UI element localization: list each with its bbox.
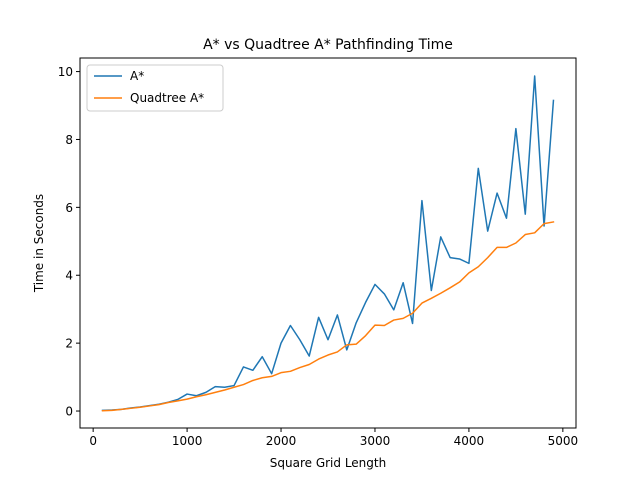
series-line-quadtree-a-star — [101, 221, 555, 412]
plot-area-background — [80, 58, 576, 428]
legend-label-quadtree-a-star: Quadtree A* — [130, 91, 204, 105]
x-axis: 0 1000 2000 3000 4000 5000 — [89, 428, 578, 448]
y-tick-label: 2 — [65, 337, 73, 351]
x-tick-label: 5000 — [548, 434, 579, 448]
plot-area-frame — [79, 57, 577, 429]
series-line-a-star — [101, 75, 555, 412]
y-tick-label: 6 — [65, 201, 73, 215]
y-tick-label: 4 — [65, 269, 73, 283]
legend-label-a-star: A* — [130, 69, 144, 83]
x-axis-label: Square Grid Length — [270, 456, 386, 470]
y-tick-label: 10 — [58, 65, 73, 79]
y-axis-label: Time in Seconds — [32, 194, 46, 293]
legend: A* Quadtree A* — [86, 64, 224, 112]
chart-title: A* vs Quadtree A* Pathfinding Time — [203, 37, 453, 53]
x-tick-label: 0 — [89, 434, 97, 448]
y-tick-label: 8 — [65, 133, 73, 147]
x-tick-label: 2000 — [266, 434, 297, 448]
x-tick-label: 4000 — [454, 434, 485, 448]
series-layer — [101, 75, 555, 412]
x-tick-label: 3000 — [360, 434, 391, 448]
y-tick-label: 0 — [65, 405, 73, 419]
x-tick-label: 1000 — [172, 434, 203, 448]
y-axis: 0 2 4 6 8 10 — [58, 65, 80, 419]
